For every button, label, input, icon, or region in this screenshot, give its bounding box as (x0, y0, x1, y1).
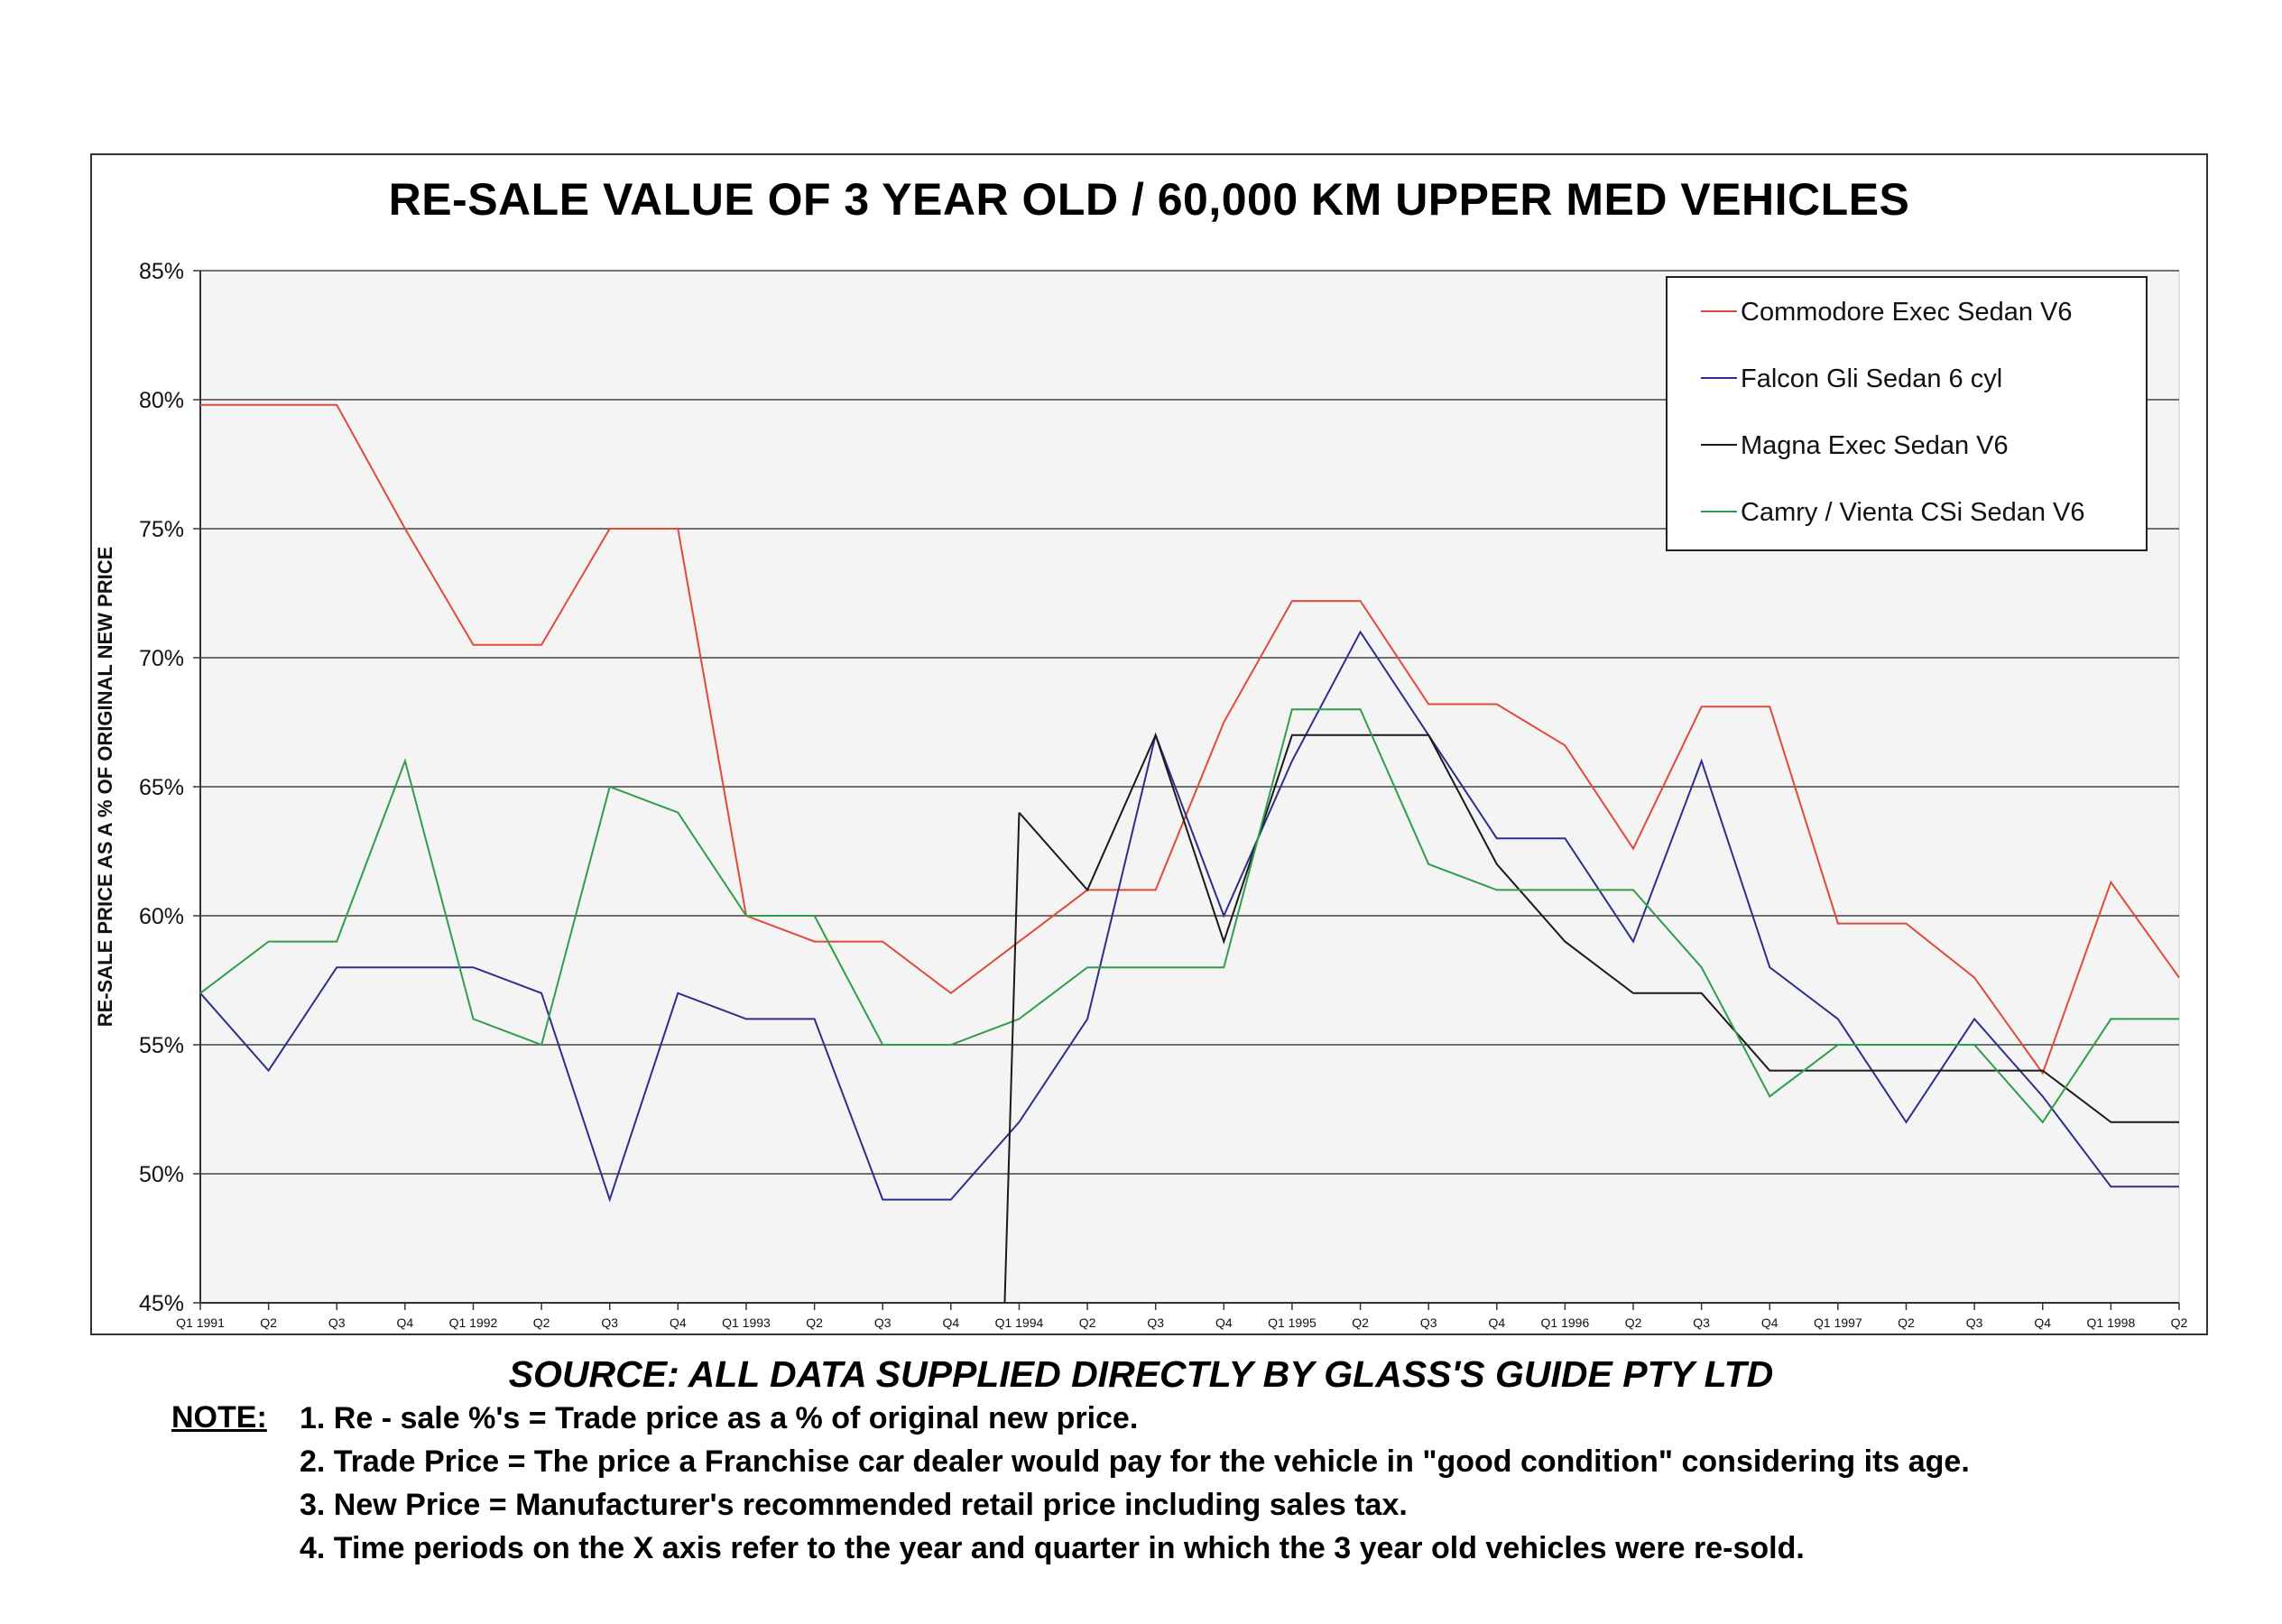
y-axis-title: RE-SALE PRICE AS A % OF ORIGINAL NEW PRI… (94, 547, 116, 1028)
x-tick-label: Q4 (1215, 1315, 1233, 1330)
x-tick-label: Q2 (1898, 1315, 1915, 1330)
y-tick-label: 50% (139, 1162, 184, 1187)
x-tick-label: Q4 (2034, 1315, 2051, 1330)
series-line-2-entry (1003, 812, 1021, 1304)
source-line: SOURCE: ALL DATA SUPPLIED DIRECTLY BY GL… (508, 1353, 1774, 1395)
note-item: 2. Trade Price = The price a Franchise c… (300, 1444, 1970, 1479)
y-tick-label: 60% (139, 904, 184, 929)
legend-label: Camry / Vienta CSi Sedan V6 (1741, 498, 2085, 527)
y-tick-label: 85% (139, 259, 184, 284)
series-line-0 (200, 403, 2180, 1075)
x-tick-label: Q1 1991 (176, 1315, 225, 1330)
x-tick-label: Q2 (1079, 1315, 1096, 1330)
x-tick-label: Q1 1995 (1268, 1315, 1317, 1330)
legend-label: Magna Exec Sedan V6 (1741, 431, 2009, 460)
series-line-3 (199, 708, 2179, 1124)
line-chart: 45% 50% 55% 60% 65% 70% 75% 80% 85% Q1 1991 Q2 Q3 Q4… (94, 259, 2188, 1330)
x-tick-label: Q3 (874, 1315, 892, 1330)
x-tick-label: Q3 (1420, 1315, 1437, 1330)
note-item: 3. New Price = Manufacturer's recommende… (300, 1488, 1408, 1522)
x-tick-label: Q4 (397, 1315, 414, 1330)
y-tick-label: 75% (139, 517, 184, 542)
x-tick-label: Q3 (1693, 1315, 1710, 1330)
series-line-2 (1018, 733, 2179, 1123)
legend-label: Falcon Gli Sedan 6 cyl (1741, 364, 2002, 393)
y-tick-label: 45% (139, 1291, 184, 1316)
x-tick-label: Q1 1993 (722, 1315, 771, 1330)
x-tick-label: Q2 (1352, 1315, 1369, 1330)
y-tick-label: 65% (139, 775, 184, 800)
y-tick-label: 55% (139, 1033, 184, 1058)
x-tick-label: Q1 1994 (995, 1315, 1044, 1330)
x-tick-label: Q1 1998 (2087, 1315, 2136, 1330)
x-tick-label: Q2 (806, 1315, 823, 1330)
x-tick-label: Q1 1997 (1814, 1315, 1862, 1330)
x-tick-label: Q3 (1966, 1315, 1983, 1330)
x-tick-label: Q3 (328, 1315, 346, 1330)
chart-title: RE-SALE VALUE OF 3 YEAR OLD / 60,000 KM … (388, 174, 1910, 225)
legend-label: Commodore Exec Sedan V6 (1741, 298, 2073, 327)
x-tick-label: Q1 1992 (449, 1315, 498, 1330)
note-list: 1. Re - sale %'s = Trade price as a % of… (300, 1400, 2282, 1573)
note-label: NOTE: (171, 1400, 267, 1435)
x-tick-label: Q2 (533, 1315, 550, 1330)
x-tick-label: Q2 (260, 1315, 277, 1330)
x-tick-label: Q4 (1488, 1315, 1505, 1330)
x-tick-label: Q4 (670, 1315, 687, 1330)
x-tick-label: Q4 (942, 1315, 959, 1330)
legend (1666, 276, 2148, 551)
x-tick-label: Q1 1996 (1541, 1315, 1590, 1330)
y-tick-label: 70% (139, 646, 184, 671)
x-tick-label: Q4 (1761, 1315, 1778, 1330)
y-tick-label: 80% (139, 388, 184, 413)
x-tick-label: Q2 (1625, 1315, 1642, 1330)
chart-frame: RE-SALE VALUE OF 3 YEAR OLD / 60,000 KM … (90, 153, 2208, 1335)
series-line-1 (199, 630, 2179, 1203)
note-item: 4. Time periods on the X axis refer to t… (300, 1531, 1805, 1565)
x-tick-label: Q3 (601, 1315, 618, 1330)
note-item: 1. Re - sale %'s = Trade price as a % of… (300, 1401, 1139, 1435)
x-tick-label: Q2 (2171, 1315, 2188, 1330)
x-tick-label: Q3 (1147, 1315, 1164, 1330)
